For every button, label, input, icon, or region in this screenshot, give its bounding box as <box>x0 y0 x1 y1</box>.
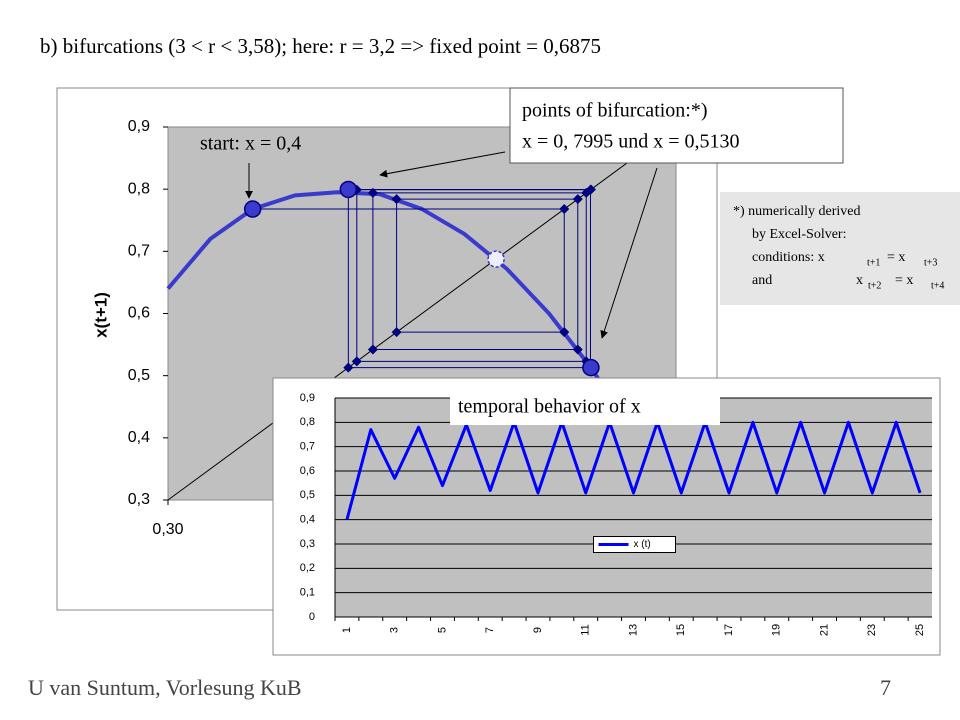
y-tick-label: 0,8 <box>128 180 150 197</box>
y-axis-label: x(t+1) <box>91 292 110 338</box>
footnote: by Excel-Solver: <box>752 227 846 242</box>
y-tick-label: 0,9 <box>128 118 150 135</box>
x-tick-label: 19 <box>771 624 783 636</box>
annotation-box <box>509 87 844 164</box>
footnote: = x <box>887 250 905 265</box>
x-tick-label: 5 <box>436 627 448 633</box>
y-tick-label: 0,7 <box>300 441 315 453</box>
series-line <box>345 420 922 521</box>
arrow <box>379 151 506 178</box>
legend-box <box>593 536 676 553</box>
diamond-marker <box>367 187 378 198</box>
x-tick-label: 1 <box>341 627 353 633</box>
slide-title: b) bifurcations (3 < r < 3,58); here: r … <box>40 34 601 58</box>
diamond-marker <box>559 204 570 215</box>
annotations: start: x = 0,4 points of bifurcation:*) … <box>200 87 960 339</box>
x-tick-label: 11 <box>580 624 592 635</box>
diamond-marker <box>391 327 402 338</box>
y-tick-label: 0,5 <box>128 367 150 384</box>
diamond-marker <box>367 344 378 355</box>
footer-page: 7 <box>880 675 891 700</box>
y-tick-label: 0,5 <box>300 489 315 501</box>
point-marker <box>339 180 358 199</box>
annotation: points of bifurcation:*) <box>522 100 708 122</box>
y-tick-label: 0,6 <box>128 305 150 322</box>
x-tick-label: 15 <box>675 624 687 636</box>
point-marker <box>243 200 262 218</box>
x-tick-label: 21 <box>818 624 830 636</box>
y-tick-label: 0,4 <box>128 429 150 446</box>
x-tick-label: 25 <box>914 624 926 636</box>
footnote: = x <box>895 273 913 288</box>
series-line <box>252 188 591 369</box>
point-marker <box>582 358 600 377</box>
y-tick-label: 0,6 <box>300 465 315 477</box>
x-tick-label: 17 <box>723 624 735 636</box>
arrow <box>600 167 658 339</box>
footnote: x <box>856 273 863 288</box>
y-tick-label: 0,3 <box>300 538 315 550</box>
diamond-marker <box>559 327 570 338</box>
footnote: t+4 <box>931 280 944 291</box>
fixed-point-marker <box>487 250 505 268</box>
footnote: *) numerically derived <box>733 204 861 219</box>
diamond-marker <box>572 194 583 205</box>
footnote: and <box>752 273 772 288</box>
point-layer <box>243 180 600 377</box>
annotation: x = 0, 7995 und x = 0,5130 <box>522 131 740 153</box>
footnote: t+1 <box>867 257 880 268</box>
diamond-marker <box>391 194 402 205</box>
x-tick-label: 3 <box>389 627 401 633</box>
footnote: t+3 <box>924 257 937 268</box>
y-tick-label: 0,4 <box>300 514 315 526</box>
legend-label: x (t) <box>634 539 651 550</box>
y-tick-label: 0 <box>309 611 315 623</box>
annotation-box <box>450 392 720 425</box>
x-tick-label: 0,30 <box>152 521 183 538</box>
footnote: t+2 <box>868 280 881 291</box>
diamond-marker <box>343 362 354 373</box>
footnote-box <box>720 192 960 305</box>
footer-author: U van Suntum, Vorlesung KuB <box>28 675 302 700</box>
annotation: temporal behavior of x <box>458 396 641 418</box>
diamond-marker <box>351 356 362 367</box>
annotation: start: x = 0,4 <box>200 133 301 155</box>
x-tick-label: 23 <box>866 624 878 636</box>
plot-area <box>335 398 932 617</box>
x-tick-label: 7 <box>484 627 496 633</box>
y-tick-label: 0,1 <box>300 587 315 599</box>
y-tick-label: 0,7 <box>128 243 150 260</box>
y-tick-label: 0,3 <box>128 491 150 508</box>
x-tick-label: 9 <box>532 627 544 633</box>
y-tick-label: 0,8 <box>300 416 315 428</box>
y-tick-label: 0,2 <box>300 562 315 574</box>
time-series-chart: 00,10,20,30,40,50,60,70,80,91 3 5 7 9 11 13 15 1… <box>272 377 941 656</box>
diamond-marker <box>572 344 583 355</box>
diamond-marker <box>585 184 596 195</box>
footnote: conditions: x <box>752 250 825 265</box>
y-tick-label: 0,9 <box>300 392 315 404</box>
x-tick-label: 13 <box>627 624 639 636</box>
